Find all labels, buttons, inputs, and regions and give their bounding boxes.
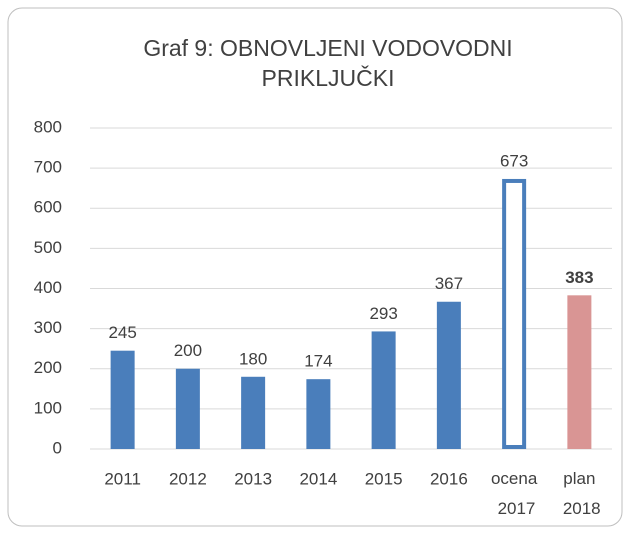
bar	[371, 331, 396, 449]
bar	[241, 376, 266, 449]
y-tick-label: 300	[34, 318, 62, 337]
data-label: 383	[565, 268, 593, 287]
data-label: 293	[369, 304, 397, 323]
bar	[567, 295, 592, 449]
data-label: 673	[500, 151, 528, 170]
bar	[175, 368, 200, 449]
y-tick-label: 200	[34, 358, 62, 377]
x-tick-label: 2012	[169, 469, 207, 488]
data-label: 180	[239, 349, 267, 368]
x-tick-label: 2013	[234, 469, 272, 488]
y-tick-label: 700	[34, 158, 62, 177]
y-tick-label: 400	[34, 278, 62, 297]
x-tick-label: 2011	[104, 469, 141, 488]
y-tick-label: 100	[34, 398, 62, 417]
x-tick-label: plan 2018	[558, 469, 601, 518]
bar	[306, 379, 331, 449]
x-tick-label: ocena 2017	[491, 469, 538, 518]
chart-title: PRIKLJUČKI	[262, 64, 395, 91]
y-tick-label: 800	[34, 117, 62, 136]
y-tick-label: 0	[53, 438, 62, 457]
y-tick-label: 500	[34, 238, 62, 257]
bar	[502, 178, 527, 450]
data-label: 367	[435, 274, 463, 293]
bar	[110, 350, 135, 449]
chart-frame	[7, 7, 623, 527]
x-tick-label: 2014	[299, 469, 337, 488]
data-label: 200	[174, 341, 202, 360]
data-label: 245	[108, 323, 136, 342]
data-label: 174	[304, 352, 332, 371]
y-tick-label: 600	[34, 198, 62, 217]
bar	[436, 301, 461, 449]
x-tick-label: 2016	[430, 469, 468, 488]
x-tick-label: 2015	[365, 469, 403, 488]
chart-title: Graf 9: OBNOVLJENI VODOVODNI	[143, 35, 512, 61]
